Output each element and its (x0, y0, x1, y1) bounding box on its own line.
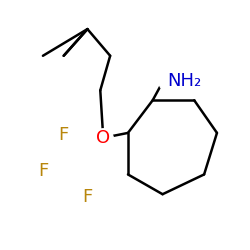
Text: O: O (96, 129, 110, 147)
Text: F: F (82, 188, 92, 206)
Text: NH₂: NH₂ (168, 72, 202, 90)
Text: F: F (58, 126, 69, 144)
Text: F: F (38, 162, 48, 180)
